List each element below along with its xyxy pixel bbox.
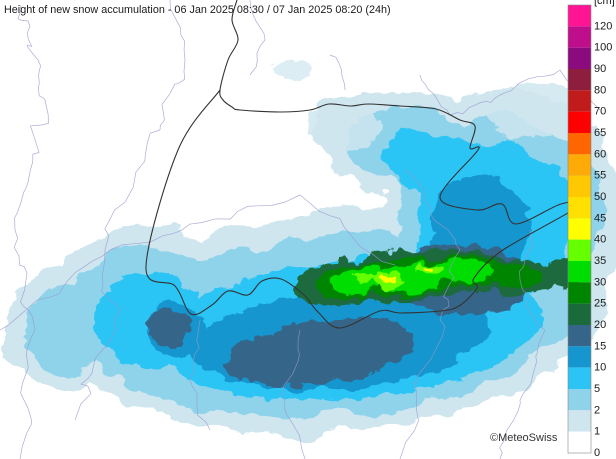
svg-text:60: 60 xyxy=(594,148,606,160)
svg-text:35: 35 xyxy=(594,255,606,267)
svg-text:[cm]: [cm] xyxy=(594,0,615,7)
svg-text:65: 65 xyxy=(594,127,606,139)
svg-text:25: 25 xyxy=(594,298,606,310)
svg-text:45: 45 xyxy=(594,212,606,224)
svg-text:30: 30 xyxy=(594,276,606,288)
svg-text:2: 2 xyxy=(594,404,600,416)
svg-text:10: 10 xyxy=(594,362,606,374)
svg-text:80: 80 xyxy=(594,84,606,96)
svg-text:5: 5 xyxy=(594,383,600,395)
svg-text:120: 120 xyxy=(594,20,612,32)
svg-text:70: 70 xyxy=(594,106,606,118)
svg-text:100: 100 xyxy=(594,42,612,54)
svg-text:90: 90 xyxy=(594,63,606,75)
svg-text:20: 20 xyxy=(594,319,606,331)
svg-text:40: 40 xyxy=(594,234,606,246)
svg-text:55: 55 xyxy=(594,170,606,182)
svg-text:15: 15 xyxy=(594,340,606,352)
svg-text:1: 1 xyxy=(594,426,600,438)
svg-text:0: 0 xyxy=(594,447,600,459)
svg-text:50: 50 xyxy=(594,191,606,203)
